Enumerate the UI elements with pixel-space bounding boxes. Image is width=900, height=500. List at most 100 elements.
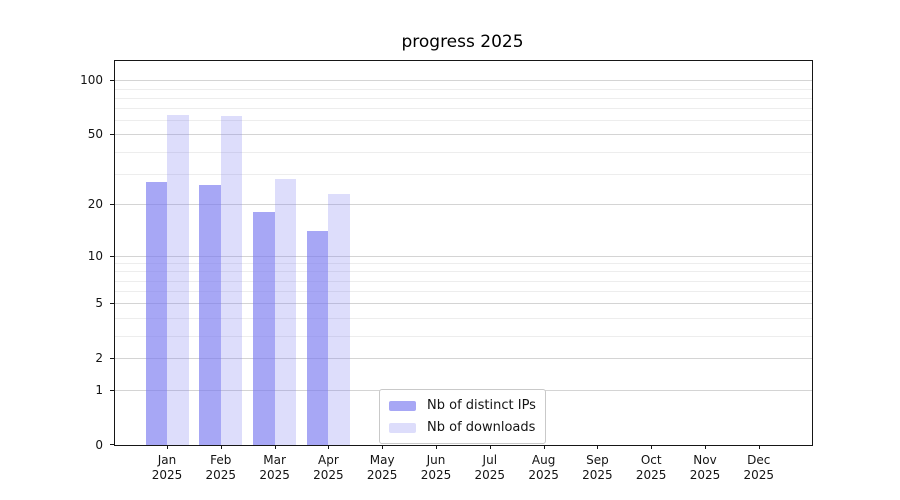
x-tick-label-nov: Nov 2025	[673, 453, 737, 483]
x-tick-month: Nov	[693, 453, 717, 467]
gridline-minor-40	[115, 151, 812, 153]
bars-layer	[115, 61, 812, 445]
x-tick-may	[382, 445, 384, 449]
x-tick-jan	[167, 445, 168, 449]
x-tick-month: Aug	[531, 453, 556, 467]
y-tick-1	[110, 390, 115, 392]
gridline-minor-9	[115, 263, 812, 265]
x-tick-year: 2025	[151, 468, 183, 482]
bar-downloads-apr	[328, 193, 350, 445]
y-tick-5	[110, 303, 115, 305]
x-tick-year: 2025	[528, 468, 559, 482]
bar-downloads-mar	[274, 178, 297, 445]
gridline-major-100	[115, 80, 812, 82]
x-tick-label-jul: Jul 2025	[458, 453, 522, 483]
bar-downloads-feb	[220, 116, 243, 445]
gridline-minor-7	[115, 280, 812, 282]
x-tick-year: 2025	[582, 468, 613, 482]
y-tick-50	[110, 134, 115, 136]
y-tick-20	[110, 204, 115, 206]
y-tick-0	[110, 444, 115, 445]
legend-label-distinct-ips: Nb of distinct IPs	[427, 398, 536, 413]
gridline-major-20	[115, 204, 812, 206]
x-tick-month: Oct	[640, 453, 662, 467]
x-tick-label-feb: Feb 2025	[189, 453, 253, 483]
legend-label-downloads: Nb of downloads	[427, 420, 536, 435]
x-tick-dec	[758, 445, 760, 449]
x-tick-month: Apr	[318, 453, 339, 467]
y-tick-label-2: 2	[95, 351, 103, 366]
bar-ips-feb	[199, 184, 221, 445]
gridline-major-2	[115, 358, 812, 360]
legend-item-downloads: Nb of downloads	[389, 418, 536, 437]
y-tick-label-1: 1	[95, 383, 103, 398]
y-tick-label-50: 50	[87, 127, 103, 142]
chart-title: progress 2025	[401, 32, 524, 52]
legend-item-distinct-ips: Nb of distinct IPs	[389, 396, 536, 415]
plot-area: 0 1 2 5 10 20 50 100 Jan 2025 Feb 2025 Mar 2025 Apr 202…	[80, 60, 813, 482]
gridline-major-50	[115, 134, 812, 136]
gridline-major-5	[115, 303, 812, 305]
x-tick-jul	[489, 445, 491, 449]
axis-layer: 0 1 2 5 10 20 50 100 Jan 2025 Feb 2025 Mar 2025 Apr 202…	[80, 61, 812, 482]
y-tick-2	[110, 358, 115, 360]
gridline-minor-8	[115, 271, 812, 273]
x-tick-label-jan: Jan 2025	[135, 453, 199, 483]
gridline-minor-80	[115, 97, 812, 99]
x-tick-month: Jul	[482, 453, 498, 467]
x-tick-feb	[220, 445, 222, 449]
x-tick-label-sep: Sep 2025	[565, 453, 629, 483]
x-tick-month: Dec	[747, 453, 771, 467]
x-tick-aug	[543, 445, 545, 449]
y-tick-10	[110, 255, 115, 257]
gridline-minor-60	[115, 120, 812, 122]
legend-swatch-distinct-ips	[389, 400, 416, 411]
x-tick-month: Mar	[263, 453, 286, 467]
x-tick-label-aug: Aug 2025	[512, 453, 576, 483]
gridline-minor-70	[115, 108, 812, 110]
legend-swatch-downloads	[389, 422, 416, 433]
gridline-minor-3	[115, 335, 812, 337]
x-tick-month: May	[369, 453, 395, 467]
gridline-minor-4	[115, 317, 812, 319]
x-tick-mar	[274, 445, 276, 449]
bar-downloads-jan	[167, 115, 189, 445]
legend: Nb of distinct IPs Nb of downloads	[379, 389, 546, 444]
x-tick-year: 2025	[420, 468, 452, 482]
y-tick-label-10: 10	[87, 248, 103, 263]
x-tick-month: Feb	[210, 453, 232, 467]
x-tick-label-oct: Oct 2025	[619, 453, 683, 483]
x-tick-month: Sep	[586, 453, 609, 467]
x-tick-label-dec: Dec 2025	[727, 453, 791, 483]
x-tick-year: 2025	[259, 468, 290, 482]
gridline-minor-90	[115, 88, 812, 90]
y-tick-label-5: 5	[95, 296, 103, 311]
gridline-major-10	[115, 255, 812, 257]
x-tick-year: 2025	[205, 468, 237, 482]
x-tick-nov	[705, 445, 706, 449]
y-tick-label-20: 20	[87, 197, 103, 212]
bar-ips-mar	[253, 212, 275, 445]
gridline-minor-6	[115, 291, 812, 293]
x-tick-month: Jun	[426, 453, 446, 467]
x-tick-label-may: May 2025	[350, 453, 414, 483]
x-tick-jun	[436, 445, 437, 449]
x-tick-sep	[597, 445, 599, 449]
x-tick-year: 2025	[366, 468, 398, 482]
x-tick-year: 2025	[474, 468, 506, 482]
x-tick-label-apr: Apr 2025	[296, 453, 360, 483]
bar-ips-jan	[145, 181, 167, 445]
x-tick-oct	[651, 445, 653, 449]
bar-ips-apr	[306, 231, 329, 445]
y-tick-label-100: 100	[80, 73, 103, 88]
x-tick-month: Jan	[157, 453, 177, 467]
x-tick-apr	[328, 445, 330, 449]
x-tick-label-jun: Jun 2025	[404, 453, 468, 483]
y-tick-label-0: 0	[95, 438, 103, 452]
y-tick-100	[110, 80, 115, 82]
x-tick-year: 2025	[689, 468, 721, 482]
gridline-minor-30	[115, 173, 812, 175]
x-tick-year: 2025	[313, 468, 344, 482]
x-tick-label-mar: Mar 2025	[243, 453, 307, 483]
